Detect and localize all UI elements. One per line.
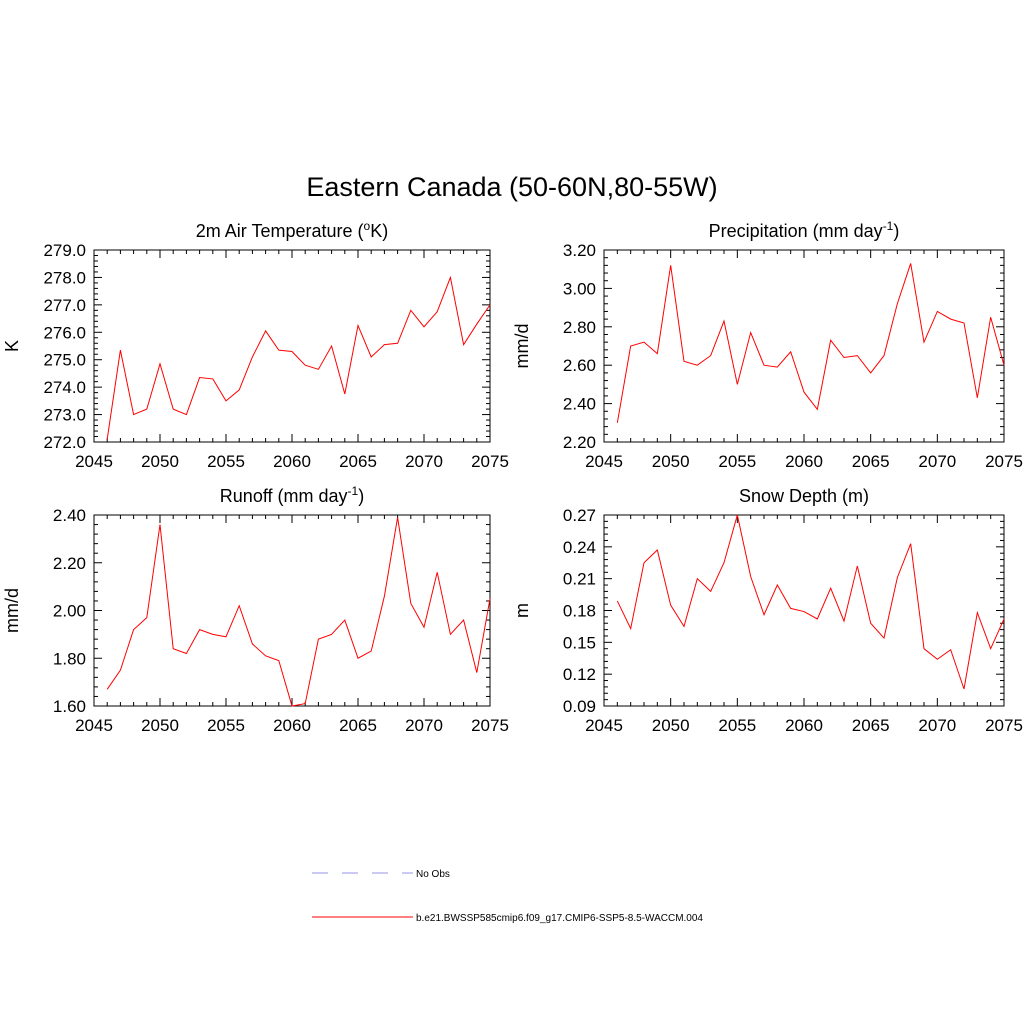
runoff-title: Runoff (mm day-1)	[220, 484, 364, 506]
runoff-xtick-label: 2050	[141, 716, 179, 735]
precipitation-ytick-label: 2.60	[563, 356, 596, 375]
air-temperature-ytick-label: 275.0	[43, 351, 86, 370]
runoff-xtick-label: 2045	[75, 716, 113, 735]
snow-depth-ytick-label: 0.24	[563, 538, 596, 557]
runoff-ytick-label: 1.60	[53, 697, 86, 716]
precipitation-xtick-label: 2065	[852, 452, 890, 471]
precipitation-ytick-label: 2.80	[563, 318, 596, 337]
air-temperature-ytick-label: 274.0	[43, 378, 86, 397]
air-temperature-xtick-label: 2060	[273, 452, 311, 471]
air-temperature-xtick-label: 2070	[405, 452, 443, 471]
snow-depth-xtick-label: 2055	[718, 716, 756, 735]
air-temperature-ylabel: K	[2, 340, 22, 352]
air-temperature-xtick-label: 2050	[141, 452, 179, 471]
panel-precipitation: Precipitation (mm day-1) mm/d 2045 2050 2055…	[512, 219, 1023, 471]
snow-depth-title: Snow Depth (m)	[739, 486, 869, 506]
runoff-series-line	[106, 517, 491, 707]
snow-depth-ytick-label: 0.15	[563, 633, 596, 652]
runoff-plot-frame	[93, 514, 491, 707]
legend-obs-label: No Obs	[416, 869, 450, 880]
air-temperature-ytick-label: 279.0	[43, 241, 86, 260]
panel-snow-depth: Snow Depth (m) m 2045 2050 2055 2060 2065 2070 2…	[512, 486, 1023, 735]
snow-depth-ytick-label: 0.27	[563, 506, 596, 525]
air-temperature-ytick-label: 278.0	[43, 268, 86, 287]
snow-depth-ytick-label: 0.09	[563, 697, 596, 716]
precipitation-xtick-label: 2060	[785, 452, 823, 471]
runoff-xtick-label: 2055	[207, 716, 245, 735]
runoff-ytick-label: 2.40	[53, 506, 86, 525]
runoff-ytick-label: 2.20	[53, 554, 86, 573]
air-temperature-plot-frame	[93, 249, 491, 443]
snow-depth-ylabel: m	[512, 603, 532, 618]
precipitation-xtick-label: 2050	[652, 452, 690, 471]
runoff-ytick-label: 2.00	[53, 602, 86, 621]
precipitation-xtick-label: 2075	[985, 452, 1023, 471]
precipitation-series-line	[616, 263, 1005, 423]
air-temperature-ytick-label: 272.0	[43, 433, 86, 452]
air-temperature-ytick-label: 277.0	[43, 296, 86, 315]
snow-depth-ytick-label: 0.18	[563, 602, 596, 621]
runoff-xtick-label: 2075	[471, 716, 509, 735]
air-temperature-xtick-label: 2065	[339, 452, 377, 471]
precipitation-ytick-label: 3.00	[563, 279, 596, 298]
air-temperature-ytick-label: 276.0	[43, 323, 86, 342]
air-temperature-ytick-label: 273.0	[43, 406, 86, 425]
main-title: Eastern Canada (50-60N,80-55W)	[306, 172, 717, 202]
precipitation-plot-frame	[603, 249, 1005, 443]
precipitation-xtick-label: 2045	[585, 452, 623, 471]
panel-air-temperature: 2m Air Temperature (oK) K 2045 2050 2055 2060…	[2, 219, 509, 471]
snow-depth-ytick-label: 0.12	[563, 665, 596, 684]
snow-depth-ytick-label: 0.21	[563, 570, 596, 589]
snow-depth-xtick-label: 2050	[652, 716, 690, 735]
air-temperature-xtick-label: 2045	[75, 452, 113, 471]
precipitation-ytick-label: 3.20	[563, 241, 596, 260]
precipitation-title: Precipitation (mm day-1)	[709, 219, 900, 241]
precipitation-ylabel: mm/d	[512, 324, 532, 369]
legend: No Obs b.e21.BWSSP585cmip6.f09_g17.CMIP6…	[312, 869, 703, 924]
snow-depth-xtick-label: 2075	[985, 716, 1023, 735]
runoff-xtick-label: 2065	[339, 716, 377, 735]
runoff-xtick-label: 2070	[405, 716, 443, 735]
snow-depth-plot-frame	[603, 514, 1005, 707]
runoff-xtick-label: 2060	[273, 716, 311, 735]
precipitation-ytick-label: 2.40	[563, 395, 596, 414]
precipitation-xtick-label: 2070	[918, 452, 956, 471]
air-temperature-title: 2m Air Temperature (oK)	[196, 219, 388, 241]
air-temperature-xtick-label: 2055	[207, 452, 245, 471]
precipitation-ytick-label: 2.20	[563, 433, 596, 452]
snow-depth-xtick-label: 2045	[585, 716, 623, 735]
snow-depth-xtick-label: 2060	[785, 716, 823, 735]
panel-runoff: Runoff (mm day-1) mm/d 2045 2050 2055 2060 206…	[2, 484, 509, 735]
snow-depth-xtick-label: 2065	[852, 716, 890, 735]
snow-depth-series-line	[616, 514, 1005, 690]
runoff-ytick-label: 1.80	[53, 649, 86, 668]
snow-depth-xtick-label: 2070	[918, 716, 956, 735]
air-temperature-series-line	[106, 275, 491, 440]
legend-model-label: b.e21.BWSSP585cmip6.f09_g17.CMIP6-SSP5-8…	[416, 913, 703, 924]
runoff-ylabel: mm/d	[2, 588, 22, 633]
precipitation-xtick-label: 2055	[718, 452, 756, 471]
air-temperature-xtick-label: 2075	[471, 452, 509, 471]
